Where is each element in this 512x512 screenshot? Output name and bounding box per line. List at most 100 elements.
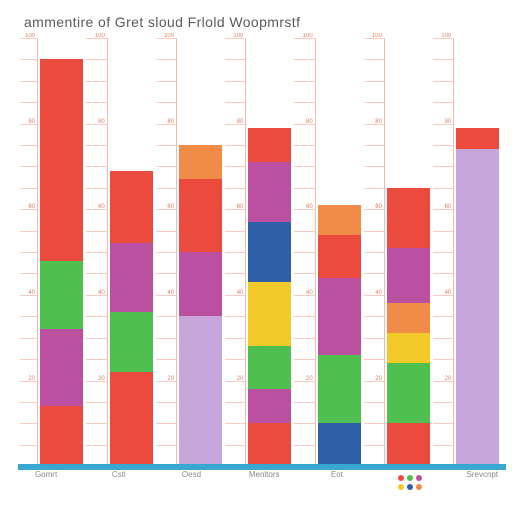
ruler-tick-label: 100 [441,33,451,39]
ruler-tick-label: 80 [375,119,382,125]
y-ruler: 10080604020 [20,38,38,466]
ruler-tick: 20 [294,381,315,402]
ruler-tick: 80 [294,124,315,145]
legend-dot [407,475,413,481]
bar-segment [318,355,361,423]
ruler-tick [364,338,385,359]
bar-segment [456,149,499,466]
bar-segment [318,278,361,355]
ruler-tick-label: 20 [375,376,382,382]
ruler-tick [20,402,38,423]
bar-segment [387,248,430,304]
legend-dot [416,475,422,481]
ruler-tick [294,316,315,337]
ruler-tick: 80 [225,124,246,145]
bar-segment [40,329,83,406]
legend-dots [398,475,422,490]
x-category-label: Oesd [182,470,201,479]
ruler-tick [225,423,246,444]
ruler-tick-label: 80 [445,119,452,125]
ruler-tick [364,166,385,187]
ruler-tick-label: 100 [233,33,243,39]
ruler-tick [433,145,454,166]
ruler-tick: 20 [364,381,385,402]
ruler-tick: 100 [156,38,177,59]
bar-segment [40,59,83,260]
ruler-tick [294,166,315,187]
ruler-tick-label: 60 [306,204,313,210]
ruler-tick [20,445,38,466]
ruler-tick-label: 60 [167,204,174,210]
bar-segment [318,235,361,278]
ruler-tick: 100 [225,38,246,59]
ruler-tick: 20 [225,381,246,402]
ruler-tick [225,402,246,423]
ruler-tick: 40 [156,295,177,316]
x-category-label: Srevcnpt [467,470,499,479]
bar-segment [110,243,153,311]
ruler-tick: 40 [86,295,107,316]
ruler-tick [225,252,246,273]
ruler-tick [156,423,177,444]
ruler-tick [156,402,177,423]
ruler-tick: 80 [364,124,385,145]
ruler-tick-label: 20 [167,376,174,382]
ruler-tick [86,166,107,187]
ruler-tick-label: 60 [98,204,105,210]
ruler-tick [433,423,454,444]
ruler-tick [364,423,385,444]
ruler-tick [20,252,38,273]
ruler-tick [20,423,38,444]
ruler-tick: 40 [20,295,38,316]
x-category-label: Menltors [249,470,280,479]
ruler-tick [433,81,454,102]
bar-column [318,38,361,466]
ruler-tick [364,252,385,273]
ruler-tick: 80 [156,124,177,145]
ruler-tick-label: 60 [28,204,35,210]
ruler-tick [20,81,38,102]
ruler-tick [294,252,315,273]
ruler-tick [294,81,315,102]
ruler-tick [364,316,385,337]
ruler-tick: 60 [20,209,38,230]
ruler-tick [156,316,177,337]
ruler-tick [433,402,454,423]
ruler-tick [433,231,454,252]
ruler-tick [20,338,38,359]
ruler-tick [225,59,246,80]
ruler-tick: 100 [364,38,385,59]
x-axis: GomrtCstlOesdMenltorsEotSrevcnpt [0,466,512,494]
bar-segment [387,303,430,333]
bar-segment [40,406,83,466]
ruler-tick-label: 40 [375,290,382,296]
ruler-tick [156,166,177,187]
ruler-tick: 20 [156,381,177,402]
ruler-tick [364,445,385,466]
ruler-tick: 20 [86,381,107,402]
bar-segment [248,389,291,423]
ruler-tick-label: 100 [303,33,313,39]
ruler-tick [364,59,385,80]
ruler-tick [364,81,385,102]
bar-segment [387,188,430,248]
ruler-tick [86,81,107,102]
ruler-tick [20,166,38,187]
ruler-tick-label: 20 [98,376,105,382]
bar-segment [110,372,153,466]
ruler-tick [86,252,107,273]
y-ruler: 10080604020 [225,38,246,466]
bar-segment [318,423,361,466]
bar-segment [318,205,361,235]
ruler-tick [86,145,107,166]
ruler-tick [156,81,177,102]
ruler-tick-label: 60 [445,204,452,210]
ruler-tick [433,338,454,359]
ruler-tick [294,423,315,444]
ruler-tick-label: 80 [28,119,35,125]
ruler-tick: 60 [433,209,454,230]
ruler-tick: 100 [20,38,38,59]
ruler-tick [20,231,38,252]
ruler-tick: 80 [20,124,38,145]
bar-segment [179,179,222,252]
